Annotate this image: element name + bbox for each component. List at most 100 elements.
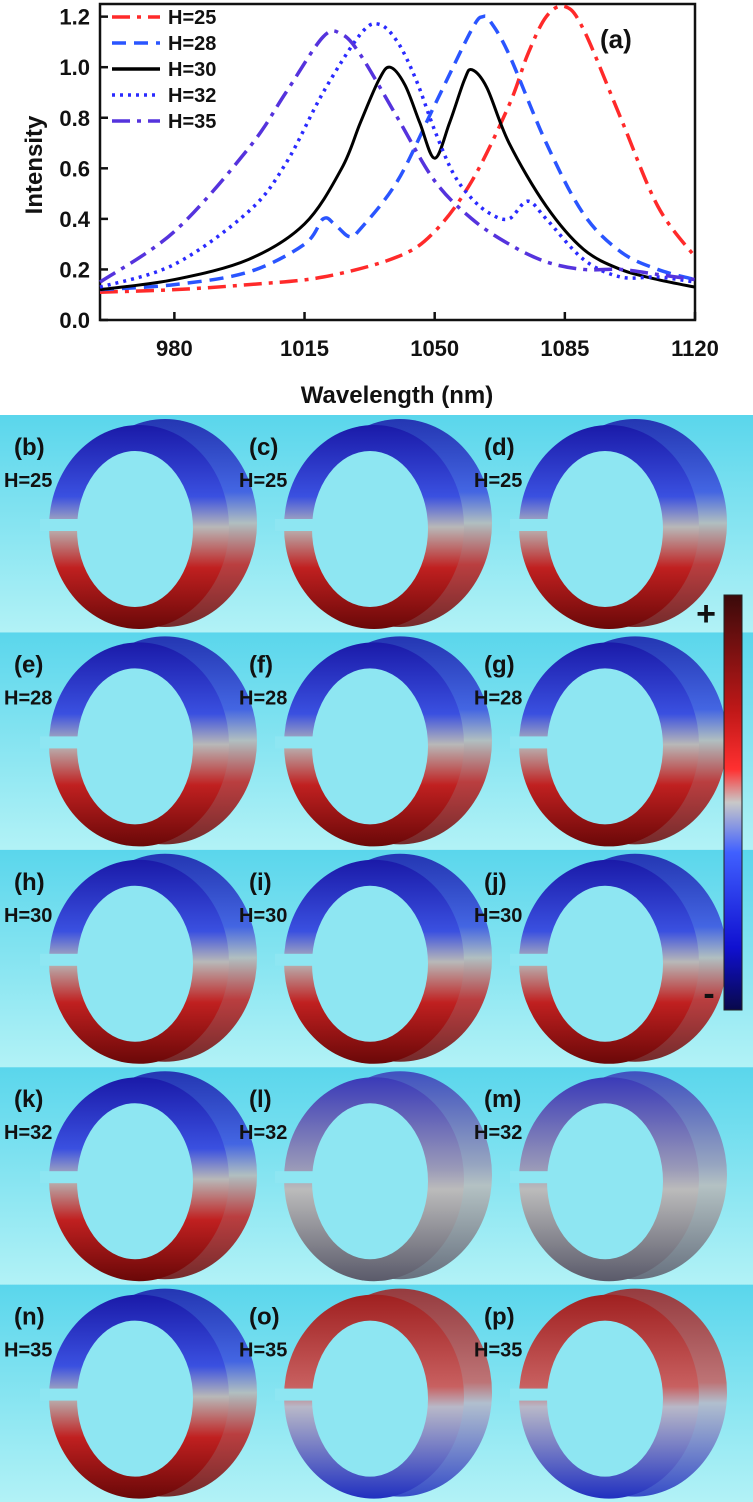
x-tick-label: 1050 xyxy=(410,336,459,361)
field-panel: (j) H=30 xyxy=(474,853,727,1064)
legend-label: H=30 xyxy=(168,59,216,81)
ring-gap xyxy=(40,1171,90,1184)
panel-h-label: H=32 xyxy=(474,1122,522,1144)
colorbar: + - xyxy=(696,594,743,1013)
panel-h-label: H=35 xyxy=(474,1340,522,1362)
field-panel: (d) H=25 xyxy=(474,419,727,629)
x-tick-label: 980 xyxy=(156,336,193,361)
field-panel: (c) H=25 xyxy=(239,419,492,629)
ring-gap xyxy=(275,1171,325,1184)
field-row: (k) H=32 (l) H=32 (m) H=32 xyxy=(0,1067,753,1285)
ring-hole xyxy=(312,885,428,1042)
ring-hole xyxy=(547,451,663,607)
ring-gap xyxy=(275,519,325,531)
panel-letter-label: (n) xyxy=(14,1304,45,1331)
field-row: (h) H=30 (i) H=30 (j) H=30 xyxy=(0,849,753,1068)
series-group xyxy=(99,4,697,294)
panel-h-label: H=35 xyxy=(4,1340,52,1362)
panel-letter-label: (b) xyxy=(14,434,45,461)
series-line-h30 xyxy=(99,65,696,292)
ring-hole xyxy=(312,451,428,607)
ring-hole xyxy=(547,1320,663,1477)
field-panel: (m) H=32 xyxy=(474,1071,727,1282)
panel-letter-label: (d) xyxy=(484,434,515,461)
series-line-h32 xyxy=(99,21,696,289)
panel-h-label: H=30 xyxy=(474,905,522,927)
series-line-h25 xyxy=(99,4,697,294)
ring-gap xyxy=(40,953,90,966)
x-tick-label: 1120 xyxy=(671,336,719,361)
ring-gap xyxy=(40,1388,90,1401)
field-panel: (e) H=28 xyxy=(4,636,257,847)
plot-frame xyxy=(98,2,697,322)
y-tick-label: 0.8 xyxy=(59,106,90,131)
y-tick-label: 0.0 xyxy=(59,308,90,333)
ring-hole xyxy=(77,1320,193,1477)
field-panel-grid: (b) H=25 (c) H=25 (d) H=25 (e) H=28 (f) H=28 (g) H=… xyxy=(0,415,753,1502)
colorbar-max-label: + xyxy=(696,595,716,633)
colorbar-scale xyxy=(723,594,743,1011)
panel-h-label: H=25 xyxy=(239,470,287,492)
panel-h-label: H=30 xyxy=(4,905,52,927)
ring-hole xyxy=(312,1320,428,1477)
panel-h-label: H=28 xyxy=(4,687,52,709)
legend-label: H=35 xyxy=(168,111,216,133)
panel-h-label: H=35 xyxy=(239,1340,287,1362)
legend: H=25 H=28 H=30 H=32 H=35 xyxy=(112,7,216,133)
legend-label: H=25 xyxy=(168,7,216,29)
x-axis-label: Wavelength (nm) xyxy=(301,382,493,409)
legend-label: H=32 xyxy=(168,85,216,107)
field-panel: (l) H=32 xyxy=(239,1071,492,1282)
panel-letter-label: (g) xyxy=(484,651,515,678)
spectrum-chart: 980 1015 1050 1085 1120 0.0 0.2 0.4 0.6 0.8 1.0 1.2… xyxy=(21,2,719,409)
field-row: (n) H=35 (o) H=35 (p) H=35 xyxy=(0,1284,753,1502)
field-panel: (f) H=28 xyxy=(239,636,492,847)
ring-hole xyxy=(547,885,663,1042)
field-row: (e) H=28 (f) H=28 (g) H=28 xyxy=(0,632,753,850)
ring-hole xyxy=(77,885,193,1042)
ring-hole xyxy=(77,668,193,825)
panel-letter-label: (e) xyxy=(14,651,43,678)
ring-gap xyxy=(510,1388,560,1401)
y-tick-label: 0.4 xyxy=(59,207,90,232)
field-row: (b) H=25 (c) H=25 (d) H=25 xyxy=(0,415,753,633)
panel-letter-label: (m) xyxy=(484,1086,521,1113)
panel-h-label: H=25 xyxy=(474,470,522,492)
field-panel: (h) H=30 xyxy=(4,853,257,1064)
ring-hole xyxy=(547,1103,663,1260)
ring-hole xyxy=(77,1103,193,1260)
ring-gap xyxy=(40,519,90,531)
panel-letter-label: (o) xyxy=(249,1304,280,1331)
panel-letter-label: (h) xyxy=(14,869,45,896)
y-tick-label: 0.2 xyxy=(59,257,90,282)
panel-h-label: H=28 xyxy=(474,687,522,709)
panel-h-label: H=32 xyxy=(239,1122,287,1144)
ring-gap xyxy=(510,953,560,966)
panel-h-label: H=28 xyxy=(239,687,287,709)
ring-gap xyxy=(275,1388,325,1401)
field-panel: (o) H=35 xyxy=(239,1288,492,1499)
ring-gap xyxy=(510,1171,560,1184)
series-line-h35 xyxy=(99,29,696,284)
panel-letter-label: (f) xyxy=(249,651,273,678)
ring-hole xyxy=(312,1103,428,1260)
ring-gap xyxy=(275,953,325,966)
panel-letter-label: (j) xyxy=(484,869,507,896)
ring-gap xyxy=(510,736,560,749)
ring-hole xyxy=(547,668,663,825)
field-panel: (n) H=35 xyxy=(4,1288,257,1499)
legend-label: H=28 xyxy=(168,33,216,55)
y-tick-label: 0.6 xyxy=(59,156,90,181)
panel-letter-label: (i) xyxy=(249,869,272,896)
panel-letter-label: (p) xyxy=(484,1304,515,1331)
x-tick-label: 1085 xyxy=(540,336,589,361)
field-panel: (g) H=28 xyxy=(474,636,727,847)
panel-h-label: H=32 xyxy=(4,1122,52,1144)
y-tick-label: 1.0 xyxy=(59,55,90,80)
panel-label-a: (a) xyxy=(600,24,632,54)
axis-ticks: 980 1015 1050 1085 1120 0.0 0.2 0.4 0.6 0.8 1.0 1.2 xyxy=(59,5,718,361)
ring-gap xyxy=(40,736,90,749)
field-panel: (k) H=32 xyxy=(4,1071,257,1282)
field-panel: (p) H=35 xyxy=(474,1288,727,1499)
y-axis-label: Intensity xyxy=(21,115,48,214)
